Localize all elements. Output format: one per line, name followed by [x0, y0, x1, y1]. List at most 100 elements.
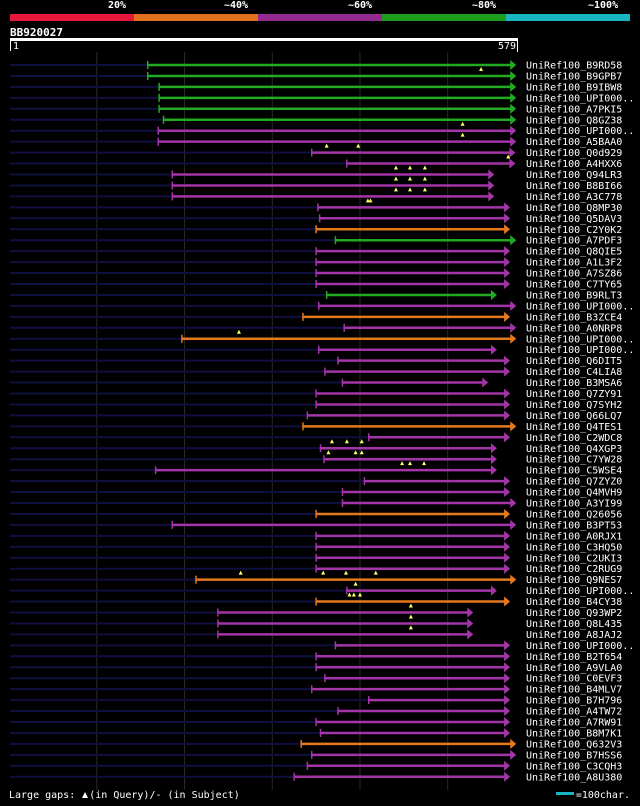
hit-end-arrow: [504, 257, 511, 268]
gap-marker: [400, 461, 405, 466]
hit-label: UniRef100_A7RW91: [526, 718, 622, 729]
legend-label: ~100%: [588, 0, 619, 11]
hit-label: UniRef100_A3C778: [526, 192, 622, 203]
hit-label: UniRef100_B3PT53: [526, 520, 622, 531]
gap-marker: [359, 439, 364, 444]
hit-end-arrow: [510, 749, 517, 760]
gap-marker: [506, 154, 511, 159]
gap-triangle-icon: [82, 792, 89, 798]
legend-label: ~80%: [472, 0, 497, 11]
hit-end-arrow: [510, 81, 517, 92]
hit-label: UniRef100_C2WDC8: [526, 433, 622, 444]
hit-label: UniRef100_C7YW28: [526, 455, 622, 466]
hit-end-arrow: [510, 136, 517, 147]
hit-end-arrow: [490, 289, 497, 300]
hit-label: UniRef100_UPI000..: [526, 345, 634, 356]
gap-marker: [422, 165, 427, 170]
gap-marker: [368, 198, 373, 203]
hit-label: UniRef100_B3MSA6: [526, 378, 622, 389]
hit-label: UniRef100_A1L3F2: [526, 258, 622, 269]
hit-label: UniRef100_A8JAJ2: [526, 630, 622, 641]
legend-segment: [134, 14, 258, 21]
hit-label: UniRef100_A7PDF3: [526, 236, 622, 247]
hit-label: UniRef100_Q7ZY91: [526, 389, 622, 400]
gap-marker: [407, 165, 412, 170]
hit-end-arrow: [504, 706, 511, 717]
gap-marker: [408, 603, 413, 608]
hit-label: UniRef100_C5WSE4: [526, 466, 622, 477]
hit-label: UniRef100_Q6DIT5: [526, 356, 622, 367]
gap-marker: [351, 592, 356, 597]
gap-marker: [393, 187, 398, 192]
hit-label: UniRef100_C0EVF3: [526, 674, 622, 685]
hit-end-arrow: [510, 125, 517, 136]
hit-end-arrow: [504, 530, 511, 541]
query-id: BB920027: [10, 26, 63, 39]
hit-label: UniRef100_Q93WP2: [526, 608, 622, 619]
hit-label: UniRef100_Q4XGP3: [526, 444, 622, 455]
gap-marker: [393, 176, 398, 181]
hit-label: UniRef100_C7TY65: [526, 280, 622, 291]
hit-end-arrow: [504, 771, 511, 782]
hit-end-arrow: [510, 70, 517, 81]
gap-marker: [393, 165, 398, 170]
hit-end-arrow: [504, 355, 511, 366]
hit-end-arrow: [504, 366, 511, 377]
scale-text: =100char.: [575, 790, 630, 801]
hit-end-arrow: [490, 585, 497, 596]
hit-end-arrow: [510, 421, 517, 432]
hit-end-arrow: [510, 322, 517, 333]
hit-end-arrow: [504, 476, 511, 487]
gap-marker: [422, 461, 427, 466]
hit-end-arrow: [467, 618, 474, 629]
hit-label: UniRef100_UPI000..: [526, 334, 634, 345]
hit-label: UniRef100_A9VLA0: [526, 663, 622, 674]
hit-end-arrow: [510, 498, 517, 508]
hit-end-arrow: [504, 410, 511, 421]
hit-label: UniRef100_Q8MP30: [526, 203, 622, 214]
hit-end-arrow: [490, 344, 497, 355]
hit-label: UniRef100_UPI000..: [526, 641, 634, 652]
hit-end-arrow: [510, 103, 517, 114]
hit-label: UniRef100_A4HXX6: [526, 159, 622, 170]
gap-marker: [460, 132, 465, 137]
gap-marker: [344, 439, 349, 444]
hit-end-arrow: [504, 684, 511, 695]
query-ruler-line: [11, 38, 518, 41]
hit-label: UniRef100_Q632V3: [526, 739, 622, 750]
gap-marker: [329, 439, 334, 444]
hit-label: UniRef100_A0RJX1: [526, 531, 622, 542]
hit-label: UniRef100_B9RLT3: [526, 290, 622, 301]
hit-label: UniRef100_Q9NES7: [526, 575, 622, 586]
hit-label: UniRef100_B8M7K1: [526, 728, 622, 739]
gap-marker: [347, 592, 352, 597]
legend-segment: [382, 14, 506, 21]
hit-end-arrow: [510, 574, 517, 585]
gap-marker: [407, 187, 412, 192]
scale-legend: =100char.: [555, 790, 630, 801]
hit-label: UniRef100_Q0d929: [526, 148, 622, 159]
gap-marker: [343, 570, 348, 575]
gap-marker: [407, 176, 412, 181]
hit-end-arrow: [504, 563, 511, 574]
legend-segment: [10, 14, 134, 21]
hit-end-arrow: [488, 169, 495, 180]
hit-label: UniRef100_A3YI99: [526, 499, 622, 510]
hit-label: UniRef100_C2Y0K2: [526, 225, 622, 236]
gap-marker: [365, 198, 370, 203]
gaps-legend: Large gaps: (in Query)/- (in Subject): [9, 790, 240, 801]
hit-end-arrow: [504, 388, 511, 399]
hit-end-arrow: [504, 202, 511, 213]
legend-label: ~60%: [348, 0, 373, 11]
hit-end-arrow: [510, 300, 517, 311]
hit-end-arrow: [510, 235, 517, 246]
hit-end-arrow: [504, 651, 511, 662]
hit-end-arrow: [490, 454, 497, 465]
hit-label: UniRef100_A7PKI5: [526, 104, 622, 115]
hit-label: UniRef100_Q8L435: [526, 619, 622, 630]
hit-label: UniRef100_Q7SYH2: [526, 400, 622, 411]
identity-color-legend: 20% ~40% ~60% ~80% ~100%: [10, 0, 630, 24]
hit-label: UniRef100_C3CQH3: [526, 761, 622, 772]
hit-label: UniRef100_B8BI66: [526, 181, 622, 192]
